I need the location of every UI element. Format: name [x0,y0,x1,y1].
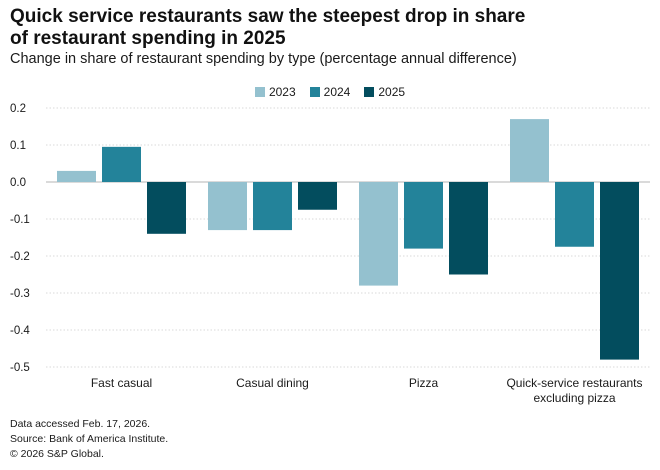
chart-title-line-2: of restaurant spending in 2025 [10,28,286,49]
x-tick-label-1-0: Casual dining [236,376,309,390]
chart-footer: Data accessed Feb. 17, 2026. Source: Ban… [10,417,168,462]
footer-source: Source: Bank of America Institute. [10,433,169,445]
bar-2023-3 [510,119,549,182]
chart-title-line-1: Quick service restaurants saw the steepe… [10,6,526,27]
x-tick-label-3-0: Quick-service restaurants [506,376,642,390]
y-tick-label-1: 0.1 [10,140,26,152]
legend-swatch-2025 [364,87,375,97]
bar-2023-2 [359,182,398,286]
legend-swatch-2024 [309,87,320,97]
legend-swatch-2023 [254,87,265,97]
bar-2024-2 [404,182,443,249]
bar-2023-1 [208,182,247,231]
y-tick-label-2: 0.0 [10,177,26,189]
y-tick-label-5: -0.3 [10,288,30,300]
legend-item-2025: 2025 [364,85,405,99]
bar-2024-1 [253,182,292,231]
legend-label-2025: 2025 [378,85,406,99]
y-tick-label-3: -0.1 [10,214,30,226]
footer-copyright: © 2026 S&P Global. [10,448,104,460]
legend-label-2024: 2024 [323,85,351,99]
bar-2023-0 [57,170,96,182]
x-tick-label-3-1: excluding pizza [533,391,615,405]
legend-item-2024: 2024 [309,85,351,99]
y-tick-label-7: -0.5 [10,362,30,374]
x-tick-label-0-0: Fast casual [91,376,152,390]
bar-2025-3 [600,182,639,360]
chart-title: Quick service restaurants saw the steepe… [10,6,650,50]
footer-data-accessed: Data accessed Feb. 17, 2026. [10,418,151,430]
y-tick-label-0: 0.2 [10,103,26,115]
legend-label-2023: 2023 [268,85,296,99]
chart-legend: 2023 2024 2025 [0,85,660,99]
y-tick-label-6: -0.4 [10,325,30,337]
y-tick-label-4: -0.2 [10,251,30,263]
chart-subtitle: Change in share of restaurant spending b… [10,51,517,67]
bar-2025-1 [298,182,337,210]
bar-2024-3 [555,182,594,247]
x-tick-label-2-0: Pizza [409,376,439,390]
bar-2025-0 [147,182,186,234]
legend-item-2023: 2023 [254,85,296,99]
bar-2024-0 [102,146,141,182]
bar-2025-2 [449,182,488,275]
